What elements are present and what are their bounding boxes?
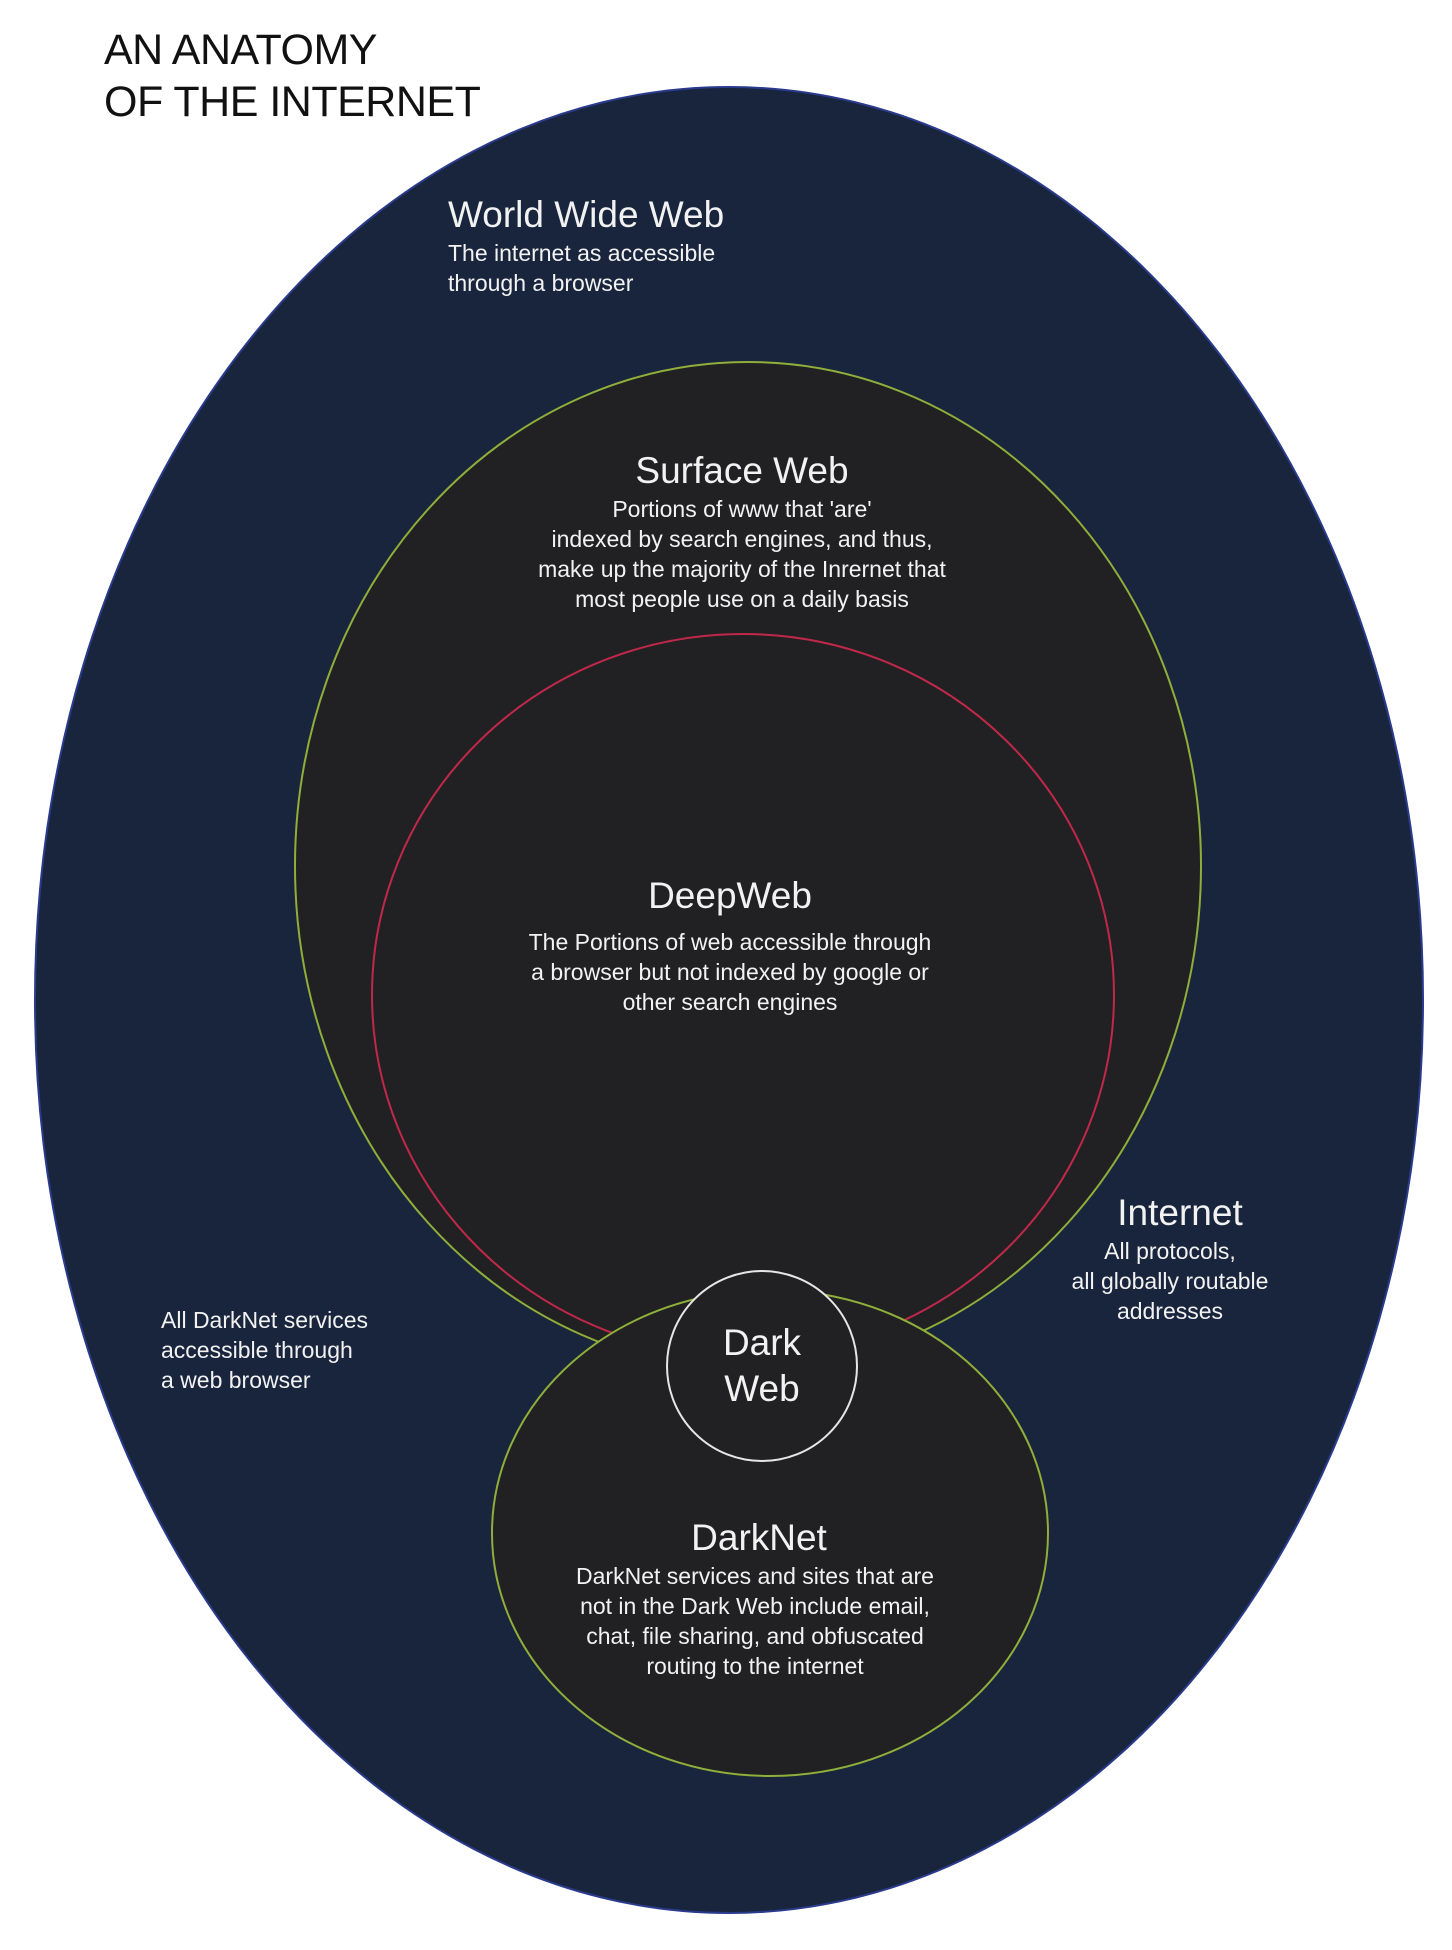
page-title-line-2: OF THE INTERNET: [104, 78, 481, 126]
www-label: World Wide Web The internet as accessibl…: [448, 192, 868, 298]
page-title: AN ANATOMY OF THE INTERNET: [104, 24, 481, 128]
internet-heading: Internet: [1117, 1192, 1243, 1233]
deep-web-description: The Portions of web accessible through a…: [528, 929, 932, 1015]
darknet-heading: DarkNet: [691, 1517, 827, 1558]
deep-web-label: DeepWeb The Portions of web accessible t…: [450, 873, 1010, 1017]
dark-web-circle: [666, 1270, 858, 1462]
darknet-label: DarkNet DarkNet services and sites that …: [520, 1515, 990, 1681]
surface-web-description: Portions of www that 'are' indexed by se…: [538, 496, 946, 612]
surface-web-heading: Surface Web: [635, 450, 849, 491]
www-heading: World Wide Web: [448, 194, 725, 235]
dark-web-heading-line-1: Dark: [722, 1322, 802, 1363]
darknet-description: DarkNet services and sites that are not …: [576, 1563, 934, 1679]
dark-web-heading-line-2: Web: [724, 1368, 800, 1409]
surface-web-label: Surface Web Portions of www that 'are' i…: [452, 448, 1032, 614]
darkweb-note-description: All DarkNet services accessible through …: [161, 1307, 369, 1393]
www-description: The internet as accessible through a bro…: [448, 240, 716, 296]
deep-web-heading: DeepWeb: [648, 875, 812, 916]
page-title-line-1: AN ANATOMY: [104, 26, 377, 74]
internet-label: Internet All protocols, all globally rou…: [1010, 1190, 1330, 1326]
internet-description: All protocols, all globally routable add…: [1071, 1238, 1269, 1324]
dark-web-label: Dark Web: [667, 1320, 857, 1412]
darkweb-note-label: All DarkNet services accessible through …: [161, 1305, 461, 1395]
